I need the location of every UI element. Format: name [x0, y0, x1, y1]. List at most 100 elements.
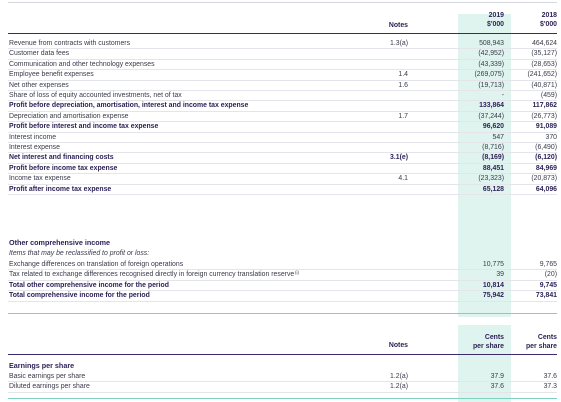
- row-note: 1.7: [398, 112, 408, 120]
- row-label: Customer data fees: [9, 50, 70, 58]
- eps-per-share-2018: per share: [525, 343, 557, 350]
- value-2018: (459): [540, 92, 557, 99]
- row-divider: [8, 391, 557, 393]
- row-label: Diluted earnings per share: [9, 383, 90, 391]
- value-2019: (8,169): [482, 154, 504, 162]
- table-row: Net other expenses 1.6 (19,713) (40,871): [8, 81, 557, 91]
- current-year-highlight: [458, 14, 511, 317]
- value-2018: 37.3: [543, 383, 557, 391]
- total-underline: [8, 313, 557, 314]
- row-label: Share of loss of equity accounted invest…: [9, 92, 182, 99]
- table-row: Depreciation and amortisation expense 1.7…: [8, 112, 557, 122]
- value-2018: 464,624: [532, 40, 557, 47]
- row-label: Profit before interest and income tax ex…: [9, 123, 159, 131]
- value-2019: 10,775: [482, 261, 504, 268]
- row-divider: [8, 121, 557, 123]
- row-divider: [8, 269, 557, 271]
- value-2018: 117,862: [532, 102, 557, 110]
- row-note: 1.3(a): [389, 40, 408, 47]
- table-row: Profit before depreciation, amortisation…: [8, 101, 557, 111]
- value-2019: 65,128: [482, 185, 504, 193]
- row-divider: [8, 79, 557, 81]
- value-2019: 37.6: [490, 383, 504, 391]
- value-2019: 96,620: [482, 123, 504, 131]
- row-divider: [8, 381, 557, 383]
- value-2019: (269,075): [474, 71, 505, 79]
- value-2019: (23,323): [478, 175, 504, 183]
- table-row: Customer data fees (42,952) (35,127): [8, 49, 557, 59]
- value-2019: (19,713): [478, 81, 504, 89]
- value-2019: (8,716): [482, 144, 504, 151]
- value-2018: 73,841: [535, 292, 557, 300]
- row-label: Net other expenses: [9, 81, 69, 89]
- row-divider: [8, 48, 557, 50]
- top-rule: [8, 2, 557, 3]
- row-note: 3.1(e): [389, 154, 408, 162]
- table-row: Profit before income tax expense 88,451 84…: [8, 164, 557, 174]
- row-note: 1.2(a): [389, 383, 408, 391]
- value-2019: 508,943: [479, 40, 504, 47]
- row-divider: [8, 69, 557, 71]
- value-2019: (37,244): [478, 112, 504, 120]
- value-2019: (43,339): [478, 60, 504, 68]
- row-label: Profit before depreciation, amortisation…: [9, 102, 249, 110]
- row-divider: [8, 142, 557, 143]
- table-row: Profit after income tax expense 65,128 64,…: [8, 185, 557, 195]
- value-2019: 37.9: [490, 373, 504, 380]
- value-2018: (40,871): [531, 81, 557, 89]
- table-row: Basic earnings per share 1.2(a) 37.9 37.6: [8, 372, 557, 382]
- oci-subtitle-row: Items that may be reclassified to profit…: [8, 249, 557, 259]
- row-note: 1.2(a): [389, 373, 408, 380]
- table-row: Income tax expense 4.1 (23,323) (20,873): [8, 174, 557, 184]
- value-2018: 9,765: [539, 261, 557, 268]
- row-divider: [8, 162, 557, 164]
- value-2019: -: [501, 92, 504, 99]
- row-divider: [8, 90, 557, 91]
- table-row: Interest income 547 370: [8, 133, 557, 143]
- eps-cents-2018: Cents: [537, 334, 557, 341]
- year-2018-header: 2018: [541, 12, 557, 19]
- table-row: Diluted earnings per share 1.2(a) 37.6 37.3: [8, 382, 557, 392]
- row-divider: [8, 131, 557, 133]
- table-row: Total other comprehensive income for the…: [8, 281, 557, 291]
- table-row: Revenue from contracts with customers 1.3…: [8, 39, 557, 49]
- row-label: Profit before income tax expense: [9, 164, 118, 172]
- table-row: Interest expense (8,716) (6,490): [8, 143, 557, 153]
- row-label: Net interest and financing costs: [9, 154, 114, 162]
- row-label: Depreciation and amortisation expense: [9, 112, 129, 120]
- table-row: Total comprehensive income for the perio…: [8, 291, 557, 301]
- notes-header: Notes: [388, 22, 408, 29]
- value-2018: 84,969: [535, 164, 557, 172]
- row-label: Exchange differences on translation of f…: [9, 261, 184, 268]
- value-2018: 370: [545, 133, 558, 141]
- row-divider: [8, 290, 557, 292]
- row-divider: [8, 58, 557, 60]
- value-2019: 75,942: [482, 292, 504, 300]
- unit-2019-header: $'000: [487, 21, 504, 28]
- oci-subtitle: Items that may be reclassified to profit…: [9, 250, 150, 257]
- footnote-marker: (i): [295, 270, 299, 276]
- eps-title: Earnings per share: [9, 361, 75, 370]
- row-divider: [8, 152, 557, 154]
- value-2019: (42,952): [478, 50, 504, 58]
- bottom-rule: [8, 398, 557, 399]
- value-2018: 9,745: [539, 281, 557, 289]
- row-divider: [8, 110, 557, 112]
- value-2019: 547: [492, 133, 505, 141]
- row-divider: [8, 100, 557, 102]
- value-2018: (241,652): [527, 71, 558, 79]
- row-label: Profit after income tax expense: [9, 185, 112, 193]
- eps-cents-2019: Cents: [484, 334, 504, 341]
- row-label: Employee benefit expenses: [9, 71, 94, 79]
- value-2018: (6,120): [535, 154, 557, 162]
- row-label: Total other comprehensive income for the…: [9, 281, 169, 289]
- year-2019-header: 2019: [488, 12, 504, 19]
- table-row: Exchange differences on translation of f…: [8, 260, 557, 270]
- row-label: Tax related to exchange differences reco…: [9, 271, 295, 279]
- header-rule: [8, 33, 557, 34]
- value-2018: 91,089: [535, 123, 557, 131]
- row-divider: [8, 183, 557, 185]
- eps-notes-header: Notes: [388, 342, 408, 349]
- row-divider: [8, 300, 557, 302]
- row-label: Total comprehensive income for the perio…: [9, 292, 150, 300]
